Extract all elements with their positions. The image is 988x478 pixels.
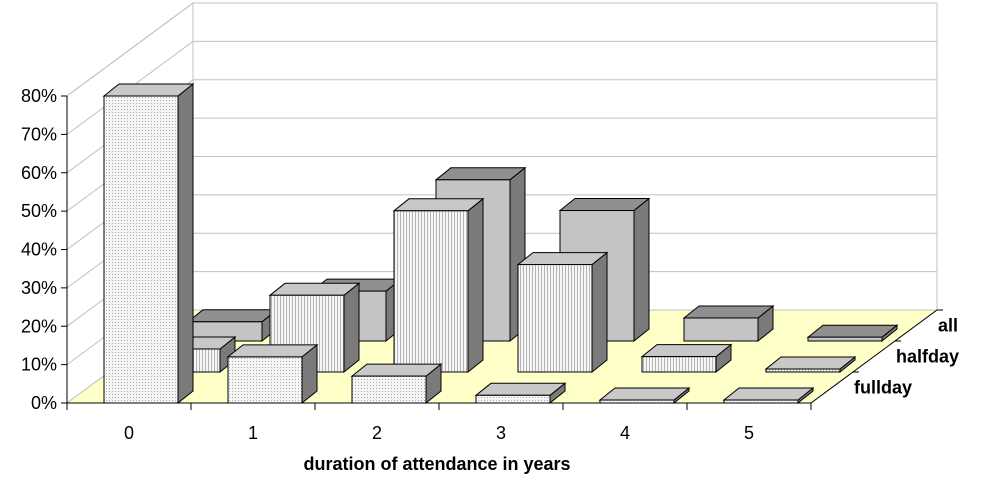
bar-front-face [227,356,303,404]
bar-fullday-5 [722,386,815,405]
bar-top-face [102,83,195,97]
bar-top-face [722,387,815,401]
bar-top-face [682,305,775,319]
bar-front-face [723,399,799,404]
bar-front-face [393,210,469,373]
bar-all-4 [682,304,775,343]
series-label-all: all [938,316,958,336]
bar-halfday-3 [516,251,609,374]
bar-fullday-4 [598,386,691,405]
bar-fullday-1 [226,343,319,405]
y-tick-label: 20% [21,316,57,336]
bar-fullday-3 [474,382,567,405]
bar-top-face [764,356,857,370]
x-tick-label: 1 [248,423,258,443]
bar-fullday-0 [102,82,195,405]
bar-front-face [683,317,759,342]
gridline [66,2,937,97]
y-tick-label: 60% [21,163,57,183]
bar-side-face [177,82,194,405]
series-label-fullday: fullday [854,378,912,398]
bar-front-face [599,399,675,404]
bar-all-5 [806,324,899,343]
bar-side-face [591,251,608,374]
bar-side-face [467,197,484,374]
bar-halfday-5 [764,355,857,374]
bar-top-face [434,167,527,181]
y-tick-label: 80% [21,86,57,106]
series-label-halfday: halfday [896,347,959,367]
bar-top-face [186,309,279,323]
bar-front-face [807,336,883,342]
x-tick-label: 5 [744,423,754,443]
x-tick-label: 2 [372,423,382,443]
series-depth-labels: fullday halfday all [854,316,959,398]
y-tick-label: 40% [21,240,57,260]
x-tick-label: 0 [124,423,134,443]
y-tick-label: 70% [21,124,57,144]
bar-side-face [633,197,650,343]
bar-front-face [517,264,593,373]
bar-fullday-2 [350,363,443,405]
x-axis-title: duration of attendance in years [303,454,570,474]
y-tick-label: 30% [21,278,57,298]
bar-top-face [268,282,361,296]
bar-halfday-2 [392,197,485,374]
bar-all-0 [186,308,279,343]
bar-top-face [806,324,899,338]
bar-top-face [392,198,485,212]
y-axis-tick-labels: 0% 10% 20% 30% 40% 50% 60% 70% 80% [21,86,57,413]
bar-front-face [103,95,179,404]
y-tick-label: 0% [31,393,57,413]
bar-front-face [475,394,551,404]
x-axis-tick-labels: 0 1 2 3 4 5 [124,423,754,443]
bar-top-face [640,344,733,358]
bar-top-face [598,387,691,401]
y-tick-label: 10% [21,355,57,375]
bar-series-group [102,82,899,405]
bar-top-face [350,363,443,377]
bar-top-face [226,344,319,358]
bar-front-face [765,368,841,373]
bar-front-face [351,375,427,404]
depth-axis-line [810,309,938,404]
bar-side-face [343,282,360,374]
bar-front-face [641,356,717,373]
bar-halfday-4 [640,343,733,374]
y-tick-label: 50% [21,201,57,221]
bar-top-face [516,252,609,266]
bar-top-face [474,382,567,396]
x-tick-label: 4 [620,423,630,443]
x-tick-label: 3 [496,423,506,443]
bar-top-face [558,198,651,211]
